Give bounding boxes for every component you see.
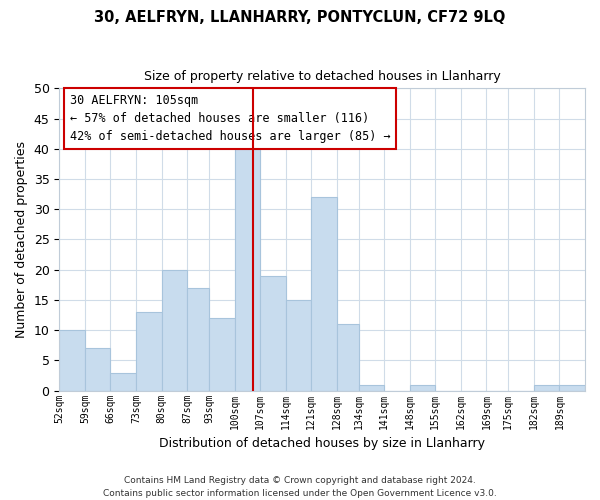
Text: Contains HM Land Registry data © Crown copyright and database right 2024.
Contai: Contains HM Land Registry data © Crown c… xyxy=(103,476,497,498)
Bar xyxy=(286,300,311,390)
Bar xyxy=(59,330,85,390)
Bar xyxy=(311,197,337,390)
Bar xyxy=(410,384,436,390)
Bar xyxy=(110,372,136,390)
Bar xyxy=(534,384,559,390)
Y-axis label: Number of detached properties: Number of detached properties xyxy=(15,141,28,338)
Bar xyxy=(559,384,585,390)
Bar xyxy=(136,312,161,390)
X-axis label: Distribution of detached houses by size in Llanharry: Distribution of detached houses by size … xyxy=(159,437,485,450)
Bar xyxy=(337,324,359,390)
Bar xyxy=(85,348,110,391)
Bar xyxy=(187,288,209,390)
Text: 30, AELFRYN, LLANHARRY, PONTYCLUN, CF72 9LQ: 30, AELFRYN, LLANHARRY, PONTYCLUN, CF72 … xyxy=(94,10,506,25)
Text: 30 AELFRYN: 105sqm
← 57% of detached houses are smaller (116)
42% of semi-detach: 30 AELFRYN: 105sqm ← 57% of detached hou… xyxy=(70,94,391,144)
Bar xyxy=(161,270,187,390)
Bar xyxy=(359,384,384,390)
Bar xyxy=(209,318,235,390)
Title: Size of property relative to detached houses in Llanharry: Size of property relative to detached ho… xyxy=(144,70,500,83)
Bar xyxy=(235,149,260,390)
Bar xyxy=(260,276,286,390)
